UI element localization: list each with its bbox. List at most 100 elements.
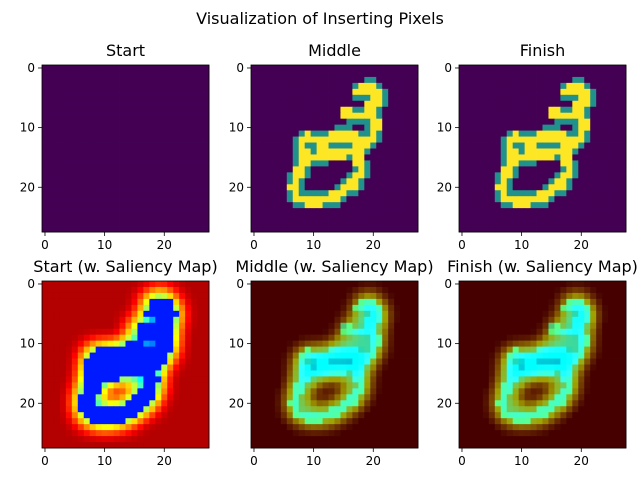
- heatmap-cell: [376, 376, 383, 383]
- heatmap-cell: [524, 166, 531, 173]
- heatmap-cell: [143, 298, 150, 306]
- heatmap-cell: [256, 418, 264, 425]
- heatmap-cell: [566, 370, 573, 377]
- heatmap-cell: [59, 292, 67, 300]
- heatmap-cell: [298, 226, 306, 233]
- heatmap-cell: [155, 220, 162, 227]
- heatmap-cell: [274, 148, 282, 155]
- heatmap-cell: [107, 220, 114, 227]
- heatmap-cell: [370, 136, 377, 143]
- heatmap-cell: [185, 184, 192, 191]
- heatmap-cell: [554, 310, 561, 318]
- heatmap-cell: [137, 376, 144, 383]
- heatmap-cell: [304, 106, 312, 114]
- heatmap-cell: [268, 394, 276, 401]
- heatmap-cell: [42, 328, 49, 336]
- heatmap-cell: [572, 65, 579, 72]
- heatmap-cell: [340, 136, 347, 143]
- heatmap-cell: [119, 88, 126, 96]
- heatmap-cell: [280, 412, 288, 419]
- heatmap-cell: [394, 172, 401, 179]
- heatmap-cell: [470, 130, 478, 137]
- heatmap-cell: [95, 370, 103, 377]
- heatmap-cell: [470, 388, 478, 395]
- heatmap-cell: [400, 310, 407, 318]
- heatmap-cell: [316, 208, 323, 215]
- heatmap-cell: [500, 394, 508, 401]
- heatmap-cell: [506, 334, 514, 342]
- heatmap-cell: [155, 166, 162, 173]
- heatmap-cell: [590, 442, 597, 449]
- heatmap-cell: [388, 281, 395, 288]
- heatmap-cell: [113, 100, 120, 108]
- heatmap-cell: [464, 322, 472, 330]
- heatmap-cell: [77, 286, 85, 294]
- heatmap-cell: [494, 406, 502, 413]
- heatmap-cell: [530, 112, 537, 120]
- heatmap-cell: [125, 136, 132, 143]
- heatmap-cell: [590, 400, 597, 407]
- heatmap-cell: [155, 334, 162, 342]
- heatmap-cell: [400, 130, 407, 137]
- heatmap-cell: [584, 184, 591, 191]
- heatmap-cell: [95, 100, 103, 108]
- heatmap-cell: [155, 124, 162, 131]
- heatmap-cell: [95, 226, 103, 233]
- heatmap-cell: [358, 418, 365, 425]
- heatmap-cell: [500, 142, 508, 149]
- heatmap-cell: [364, 130, 371, 137]
- heatmap-cell: [256, 394, 264, 401]
- heatmap-cell: [167, 364, 174, 371]
- heatmap-cell: [334, 202, 341, 209]
- heatmap-cell: [161, 82, 168, 90]
- heatmap-cell: [536, 412, 543, 419]
- heatmap-cell: [53, 436, 61, 443]
- heatmap-cell: [42, 202, 49, 209]
- heatmap-cell: [71, 172, 79, 179]
- heatmap-cell: [584, 298, 591, 306]
- heatmap-cell: [107, 322, 114, 330]
- heatmap-cell: [322, 394, 329, 401]
- heatmap-cell: [101, 130, 108, 137]
- heatmap-cell: [464, 298, 472, 306]
- heatmap-cell: [161, 430, 168, 437]
- heatmap-cell: [89, 436, 97, 443]
- heatmap-cell: [42, 184, 49, 191]
- heatmap-cell: [143, 442, 150, 449]
- y-tick-label: 10: [229, 337, 244, 351]
- heatmap-cell: [42, 124, 49, 131]
- heatmap-cell: [512, 82, 520, 90]
- heatmap-cell: [95, 406, 103, 413]
- heatmap-cell: [251, 328, 258, 336]
- heatmap-cell: [256, 148, 264, 155]
- heatmap-cell: [608, 394, 615, 401]
- heatmap-cell: [620, 178, 627, 185]
- heatmap-cell: [596, 118, 603, 126]
- heatmap-cell: [352, 364, 359, 371]
- heatmap-cell: [274, 316, 282, 324]
- heatmap-cell: [400, 208, 407, 215]
- heatmap-cell: [328, 160, 335, 167]
- heatmap-cell: [316, 112, 323, 120]
- heatmap-cell: [149, 130, 156, 137]
- heatmap-cell: [137, 172, 144, 179]
- heatmap-cell: [614, 334, 621, 342]
- heatmap-cell: [256, 106, 264, 114]
- heatmap-cell: [620, 82, 627, 90]
- heatmap-cell: [316, 346, 323, 353]
- heatmap-cell: [596, 148, 603, 155]
- heatmap-cell: [578, 124, 585, 131]
- heatmap-cell: [614, 124, 621, 131]
- heatmap-cell: [512, 88, 520, 96]
- heatmap-cell: [185, 178, 192, 185]
- heatmap-cell: [524, 382, 531, 389]
- heatmap-cell: [596, 184, 603, 191]
- heatmap-cell: [536, 382, 543, 389]
- heatmap-cell: [334, 166, 341, 173]
- heatmap-cell: [113, 322, 120, 330]
- heatmap-cell: [596, 394, 603, 401]
- heatmap-cell: [406, 220, 413, 227]
- heatmap-cell: [406, 406, 413, 413]
- heatmap-cell: [131, 202, 138, 209]
- heatmap-cell: [59, 208, 67, 215]
